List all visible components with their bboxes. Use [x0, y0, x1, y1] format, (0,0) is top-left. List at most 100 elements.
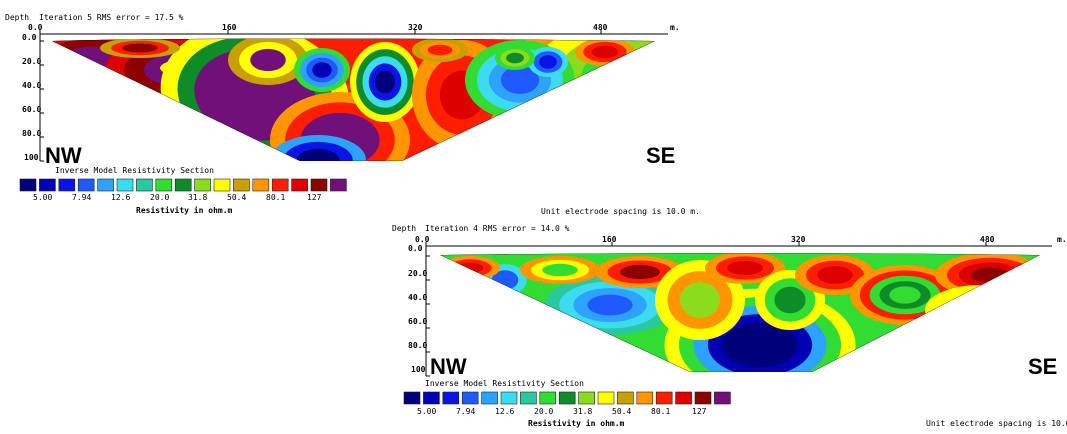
chart1-depth-tick-0: 0.0 — [22, 33, 37, 42]
chart2-title: Iteration 4 RMS error = 14.0 % — [425, 224, 570, 233]
chart2-zone-j-contour — [817, 266, 853, 284]
chart1-x-tick-0: 0.0 — [28, 23, 43, 32]
chart2-legend-swatch — [442, 391, 460, 405]
chart1-depth-tick-5: 100 — [24, 153, 39, 162]
chart1-x-tick-2: 320 — [408, 23, 423, 32]
chart1-zone-e — [294, 48, 350, 92]
chart2-depth-tick-4: 80.0 — [408, 341, 427, 350]
chart1-x-unit: m. — [670, 23, 680, 32]
chart1-legend-value-6: 80.1 — [266, 193, 285, 202]
chart2-legend-value-3: 20.0 — [534, 407, 553, 416]
chart1-depth-label: Depth — [5, 13, 29, 22]
chart2-legend-value-0: 5.00 — [417, 407, 436, 416]
chart1-resistivity-section — [52, 38, 655, 161]
chart1-legend-swatch — [116, 178, 134, 192]
chart1-legend-swatch — [233, 178, 250, 192]
chart2-zone-m-contour — [946, 294, 1014, 326]
chart1-zone-l — [495, 46, 535, 70]
chart2-depth-tick-1: 20.0 — [408, 269, 427, 278]
chart2-zone-m — [925, 285, 1035, 335]
chart1-zone-m — [575, 38, 635, 66]
chart2-legend-value-4: 31.8 — [573, 407, 592, 416]
chart1-zone-h-contour — [375, 70, 395, 94]
chart1-legend-value-3: 20.0 — [150, 193, 169, 202]
chart2-legend-swatch — [655, 391, 673, 405]
chart2-zone-h — [705, 253, 785, 284]
chart2-zone-f-contour — [620, 264, 660, 280]
chart1-legend-swatch — [310, 178, 328, 192]
chart2-legend — [403, 391, 731, 405]
chart2-legend-swatch — [617, 391, 634, 405]
chart1-legend-swatch — [58, 178, 76, 192]
chart2-legend-swatch — [694, 391, 712, 405]
chart1-legend-swatch — [19, 178, 37, 192]
chart1-x-tick-3: 480 — [593, 23, 608, 32]
chart1-depth-tick-1: 20.0 — [22, 57, 41, 66]
chart2-zone-i-contour — [774, 286, 806, 314]
chart2-zone-a-contour — [736, 331, 784, 359]
chart1-zone-h — [350, 42, 420, 122]
chart2-zone-m-contour — [925, 285, 1035, 335]
chart1-legend-value-5: 50.4 — [227, 193, 246, 202]
chart1-legend-swatch — [174, 178, 192, 192]
chart1-title: Iteration 5 RMS error = 17.5 % — [39, 13, 184, 22]
chart1-legend-swatch — [77, 178, 95, 192]
chart2-x-tick-3: 480 — [980, 235, 995, 244]
chart1-legend-value-0: 5.00 — [33, 193, 52, 202]
chart2-legend-swatch — [558, 391, 576, 405]
chart1-nw-label: NW — [45, 143, 82, 168]
chart2-legend-value-6: 80.1 — [651, 407, 670, 416]
chart-1: Depth Iteration 5 RMS error = 17.5 % 0.0… — [5, 13, 700, 216]
chart1-depth-tick-2: 40.0 — [22, 81, 41, 90]
chart1-legend-value-2: 12.6 — [111, 193, 130, 202]
chart2-legend-value-1: 7.94 — [456, 407, 475, 416]
chart2-axes — [425, 242, 1052, 377]
chart2-legend-swatch — [481, 391, 498, 405]
chart1-zone-k — [528, 47, 568, 77]
chart2-legend-swatch — [714, 391, 731, 405]
chart2-legend-swatch — [597, 391, 615, 405]
chart2-x-tick-0: 0.0 — [415, 235, 430, 244]
chart1-legend-swatch — [39, 178, 56, 192]
chart1-legend-value-4: 31.8 — [188, 193, 207, 202]
chart2-se-label: SE — [1028, 354, 1057, 379]
chart1-zone-o — [100, 38, 180, 58]
chart1-zone-d-contour — [250, 48, 286, 72]
chart2-legend-swatch — [500, 391, 518, 405]
chart2-legend-value-5: 50.4 — [612, 407, 631, 416]
chart1-zone-m-contour — [591, 45, 619, 59]
chart1-legend-swatch — [194, 178, 211, 192]
chart2-legend-swatch — [461, 391, 479, 405]
chart1-legend-value-7: 127 — [307, 193, 322, 202]
chart1-x-tick-1: 160 — [222, 23, 237, 32]
chart2-legend-swatch — [539, 391, 557, 405]
chart1-legend — [19, 178, 347, 192]
chart1-legend-swatch — [213, 178, 231, 192]
chart2-zone-h-contour — [727, 260, 763, 276]
chart2-depth-tick-5: 100 — [411, 365, 426, 374]
chart2-legend-title: Inverse Model Resistivity Section — [425, 379, 584, 388]
chart2-legend-unit: Resistivity in ohm.m — [528, 418, 625, 428]
chart1-zone-g — [270, 135, 366, 161]
chart2-depth-tick-0: 0.0 — [408, 244, 423, 253]
chart2-legend-value-7: 127 — [692, 407, 707, 416]
chart2-depth-tick-2: 40.0 — [408, 293, 427, 302]
chart1-zone-n — [412, 38, 468, 62]
chart1-legend-swatch — [330, 178, 347, 192]
chart2-legend-swatch — [675, 391, 692, 405]
chart2-depth-tick-3: 60.0 — [408, 317, 427, 326]
chart2-x-unit: m. — [1057, 235, 1067, 244]
chart1-depth-tick-3: 60.0 — [22, 105, 41, 114]
chart2-legend-swatch — [423, 391, 440, 405]
chart1-zone-k-contour — [539, 55, 557, 69]
chart1-zone-d — [228, 38, 308, 85]
chart2-legend-swatch — [636, 391, 654, 405]
chart2-resistivity-section — [440, 253, 1040, 372]
chart1-legend-swatch — [271, 178, 289, 192]
chart2-legend-swatch — [578, 391, 595, 405]
chart2-x-tick-1: 160 — [602, 235, 617, 244]
chart1-legend-swatch — [252, 178, 270, 192]
chart2-zone-b-contour — [587, 294, 633, 316]
chart2-legend-swatch — [403, 391, 421, 405]
chart2-spacing-note: Unit electrode spacing is 10.0 m. — [926, 419, 1067, 428]
